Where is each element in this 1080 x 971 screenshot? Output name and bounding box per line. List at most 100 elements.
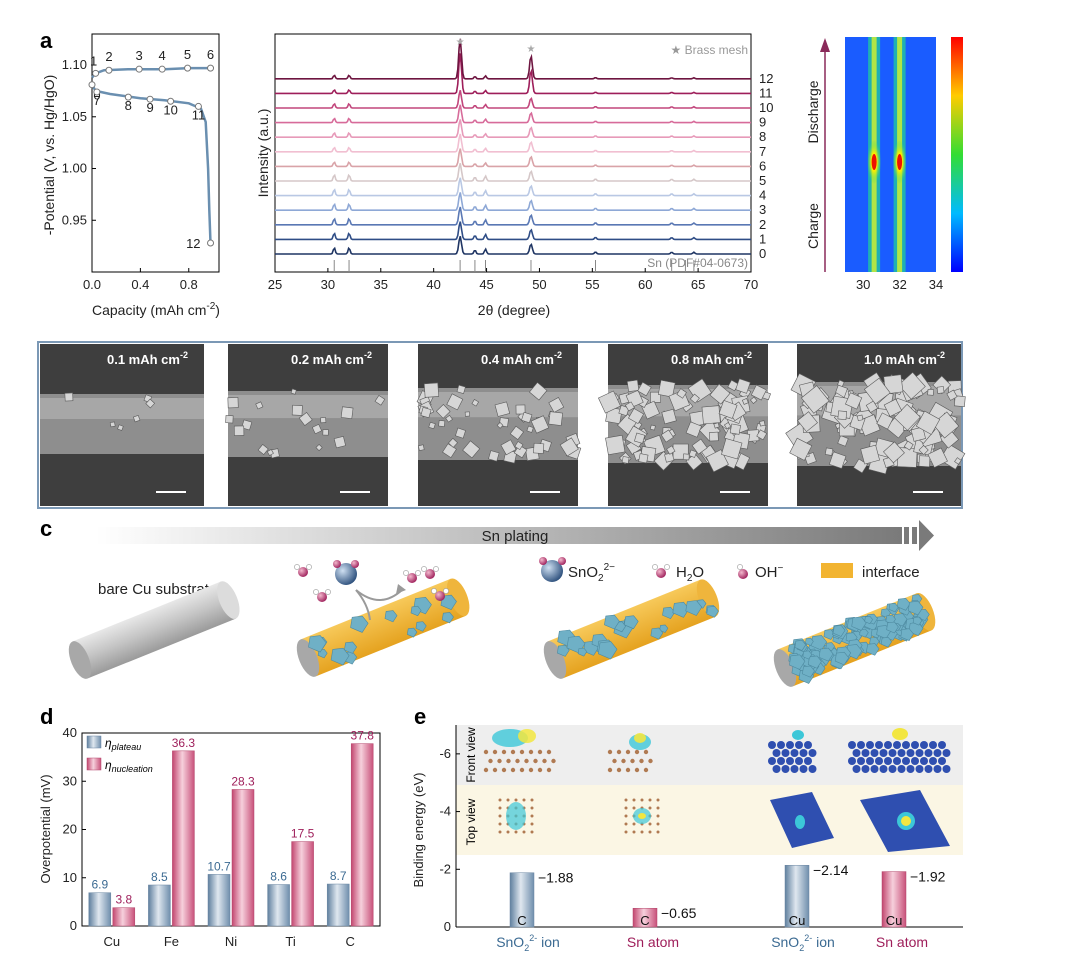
oxygen-ball-icon xyxy=(351,560,359,568)
potential-point xyxy=(92,69,100,77)
sem-crystal xyxy=(605,434,626,456)
sem-crystal xyxy=(266,448,274,456)
overpotential-category-label: Cu xyxy=(103,934,120,949)
carbon-atom xyxy=(492,767,498,773)
sn-deposit xyxy=(662,606,676,620)
sem-crystal xyxy=(713,422,720,429)
copper-atom xyxy=(884,757,892,765)
sem-crystal xyxy=(649,424,656,431)
plating-arrow-dash1 xyxy=(904,527,909,544)
sem-crystal xyxy=(515,404,526,415)
copper-atom xyxy=(786,757,794,765)
sem-crystal xyxy=(423,382,440,398)
xrd-trace xyxy=(275,89,751,109)
carbon-atom xyxy=(616,767,622,773)
copper-atom xyxy=(942,765,951,773)
plating-schematic: Sn plating bare Cu substrate SnO22− H2O … xyxy=(68,520,936,687)
overpotential-bar xyxy=(267,884,290,927)
sem-crystal xyxy=(624,401,635,412)
copper-atom xyxy=(938,757,946,765)
sn-deposit xyxy=(577,647,588,657)
charge-density-cloud xyxy=(634,733,646,743)
xrd-trace xyxy=(275,221,751,241)
overpotential-value-label: 37.8 xyxy=(351,729,375,743)
potential-point xyxy=(93,88,101,96)
sem-crystal xyxy=(650,391,661,403)
substrate-label: C xyxy=(640,913,649,928)
potential-point-label: 7 xyxy=(93,93,100,108)
sem-crystal xyxy=(621,456,630,464)
copper-atom xyxy=(857,741,865,749)
carbon-atom xyxy=(656,798,660,802)
carbon-atom xyxy=(533,758,538,764)
carbon-atom xyxy=(510,767,516,773)
xrd-xtick-label: 65 xyxy=(691,277,705,292)
binding-category-label: Sn atom xyxy=(627,934,679,950)
carbon-atom xyxy=(530,806,534,810)
copper-atom xyxy=(781,749,790,757)
hydrogen-icon xyxy=(313,589,319,595)
sn-deposit xyxy=(912,616,923,626)
sn-deposit xyxy=(384,610,398,623)
xrd-trace xyxy=(275,38,751,80)
sem-crystal xyxy=(936,386,945,394)
sn-deposit xyxy=(308,635,327,653)
sem-crystal xyxy=(915,410,941,435)
sem-crystal xyxy=(856,414,864,422)
xrd-xtick-label: 70 xyxy=(744,277,758,292)
carbon-atom xyxy=(634,767,640,773)
copper-atom xyxy=(920,757,928,765)
rod-1 xyxy=(296,578,470,677)
binding-ylabel: Binding energy (eV) xyxy=(411,773,426,888)
potential-point xyxy=(105,66,113,74)
sem-crystal xyxy=(618,405,630,417)
contour-arrowhead xyxy=(820,38,830,52)
sn-deposit xyxy=(685,600,703,616)
binding-ytick-label: -2 xyxy=(439,861,451,876)
rod-cap xyxy=(217,581,240,619)
copper-atom xyxy=(933,749,942,757)
sem-crystal xyxy=(438,420,446,427)
rod-3 xyxy=(773,592,936,687)
carbon-atom xyxy=(632,822,636,826)
copper-atom xyxy=(938,741,946,749)
sn-deposit xyxy=(597,641,618,660)
hydrogen-icon xyxy=(415,570,421,576)
carbon-atom xyxy=(624,806,628,810)
copper-atom xyxy=(790,749,799,757)
copper-atom xyxy=(942,749,951,757)
binding-value-label: −0.65 xyxy=(661,905,697,921)
xrd-xtick-label: 60 xyxy=(638,277,652,292)
sem-crystal xyxy=(666,445,676,455)
hydrogen-icon xyxy=(737,564,743,570)
rod-cap xyxy=(446,578,470,617)
xrd-xlabel: 2θ (degree) xyxy=(478,302,550,318)
sem-crystal xyxy=(514,441,524,451)
sem-crystal xyxy=(340,406,354,420)
carbon-atom xyxy=(612,758,617,764)
carbon-atom xyxy=(519,749,525,755)
copper-atom xyxy=(893,741,901,749)
sem-strip: 0.1 mAh cm-2 0.2 mAh cm-2 0.4 mAh cm-2 0.8 … xyxy=(37,341,966,509)
copper-atom xyxy=(888,765,897,773)
copper-atom xyxy=(915,749,924,757)
binding-category-label: SnO22- ion xyxy=(496,933,560,953)
sem-crystal xyxy=(446,393,464,411)
potential-point-label: 5 xyxy=(184,47,191,62)
carbon-atom xyxy=(624,814,628,818)
sn-deposit xyxy=(818,647,834,662)
carbon-atom xyxy=(537,749,543,755)
sem-crystal xyxy=(257,443,269,455)
overpotential-ylabel: Overpotential (mV) xyxy=(38,774,53,883)
xrd-trace xyxy=(275,119,751,138)
copper-atom xyxy=(870,749,879,757)
top-view-label: Top view xyxy=(464,798,478,845)
carbon-atom xyxy=(514,830,518,834)
binding-value-label: −1.88 xyxy=(538,870,574,886)
plating-arrow-dash2 xyxy=(912,527,917,544)
potential-point-label: 1 xyxy=(90,53,97,68)
water-molecule-icon xyxy=(407,573,417,583)
charge-density-cloud xyxy=(506,802,526,830)
sem-crystal xyxy=(789,437,813,461)
copper-atom xyxy=(924,765,933,773)
